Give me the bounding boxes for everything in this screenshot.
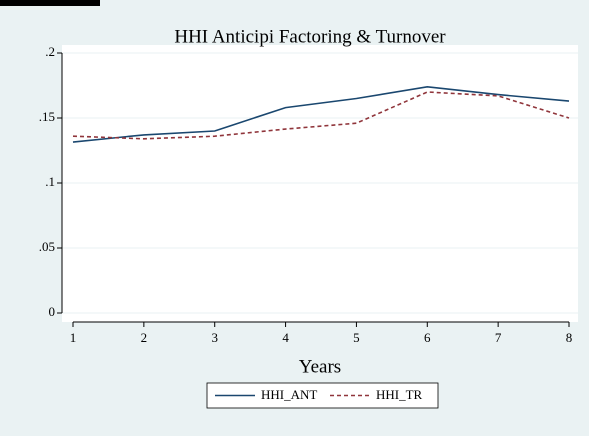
y-tick-label: .05: [39, 239, 55, 254]
x-tick-label: 3: [211, 330, 218, 345]
series-line: [72, 91, 570, 140]
chart-title: HHI Anticipi Factoring & Turnover: [174, 26, 446, 47]
x-tick-label: 2: [141, 330, 148, 345]
y-tick-label: .1: [45, 174, 55, 189]
x-tick-label: 5: [353, 330, 360, 345]
legend-label: HHI_TR: [376, 387, 423, 402]
x-tick-label: 8: [566, 330, 573, 345]
y-tick-label: .15: [39, 109, 55, 124]
series-line: [72, 85, 570, 143]
x-tick-label: 1: [70, 330, 77, 345]
top-bar: [0, 0, 100, 6]
x-tick-label: 7: [495, 330, 502, 345]
y-tick-label: 0: [49, 304, 56, 319]
x-tick-label: 4: [282, 330, 289, 345]
x-axis-label: Years: [299, 356, 341, 377]
legend-label: HHI_ANT: [261, 387, 317, 402]
y-tick-label: .2: [45, 44, 55, 59]
x-tick-label: 6: [424, 330, 431, 345]
